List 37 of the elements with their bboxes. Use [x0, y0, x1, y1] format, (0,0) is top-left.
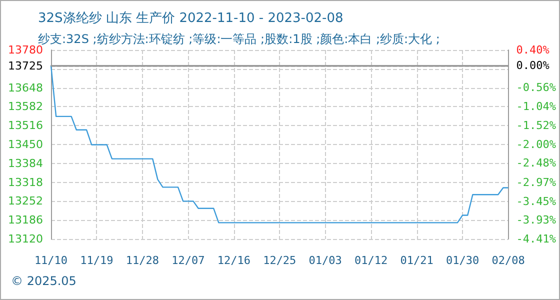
x-tick-label: 11/10: [34, 254, 68, 267]
x-tick-label: 12/16: [217, 254, 250, 267]
y2-tick-label: -3.45%: [516, 194, 556, 208]
text: © 2025.05: [11, 274, 76, 288]
y2-tick-label: 0.00%: [516, 59, 550, 72]
x-tick-label: 01/30: [446, 254, 480, 267]
chart-subtitle: 纱支:32S ;纺纱方法:环锭纺 ;等级:一等品 ;股数:1股 ;颜色:本白 ;纱质:大化 ;: [38, 32, 440, 46]
y2-tick-label: 0.40%: [516, 44, 550, 56]
x-tick-label: 11/19: [80, 254, 114, 267]
x-tick-label: 11/28: [126, 254, 160, 267]
y-tick-label: 13582: [8, 100, 43, 114]
y-tick-label: 13318: [8, 176, 43, 189]
y-tick-label: 13648: [8, 81, 43, 94]
y-tick-label: 13516: [8, 119, 43, 132]
x-tick-label: 12/07: [172, 254, 205, 267]
y2-tick-label: -4.41%: [516, 232, 556, 246]
y2-tick-label: -0.56%: [516, 81, 556, 94]
y-tick-label: 13252: [8, 194, 43, 208]
y-tick-label: 13780: [8, 44, 43, 56]
y2-tick-label: -2.48%: [516, 156, 556, 170]
y2-tick-label: -1.04%: [516, 100, 556, 114]
y-tick-label: 13384: [8, 156, 43, 170]
y-tick-label: 13725: [8, 59, 43, 72]
x-tick-label: 01/21: [400, 254, 434, 267]
y2-tick-label: -1.52%: [516, 118, 556, 132]
x-tick-label: 01/12: [354, 254, 388, 267]
y-tick-label: 13186: [8, 214, 43, 227]
x-tick-label: 01/03: [308, 254, 342, 267]
y2-tick-label: -3.93%: [516, 214, 556, 227]
chart-title: 32S涤纶纱 山东 生产价 2022-11-10 - 2023-02-08: [38, 11, 344, 26]
x-tick-label: 02/08: [492, 254, 525, 267]
y2-tick-label: -2.97%: [516, 176, 556, 189]
y-tick-label: 13120: [8, 232, 43, 246]
line-series: [50, 65, 509, 224]
y2-tick-label: -2.00%: [516, 138, 556, 151]
y-tick-label: 13450: [8, 138, 43, 151]
x-tick-label: 12/25: [263, 254, 296, 267]
